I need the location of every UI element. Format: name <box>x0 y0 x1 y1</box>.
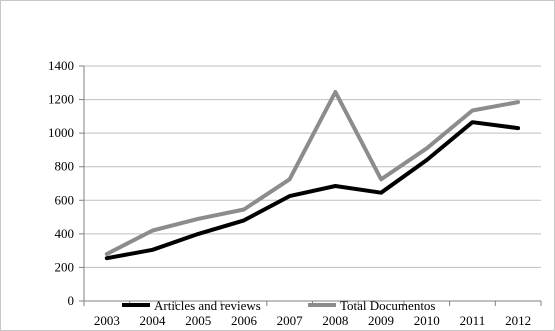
y-tick-label: 200 <box>55 259 75 274</box>
x-tick-label: 2009 <box>368 313 394 328</box>
series-line-articles-and-reviews <box>104 120 521 261</box>
y-tick-label: 1400 <box>48 58 74 73</box>
legend: Articles and reviews Total Documentos <box>122 298 436 313</box>
series-lines <box>104 90 521 261</box>
x-tick-label: 2007 <box>277 313 304 328</box>
grid-lines <box>84 65 541 268</box>
x-tick-label: 2008 <box>322 313 348 328</box>
y-tick-label: 0 <box>68 293 75 308</box>
axes <box>79 65 542 306</box>
y-tick-label: 800 <box>55 159 75 174</box>
x-axis-tick-labels: 2003 2004 2005 2006 2007 2008 2009 2010 2011 2012 <box>94 313 531 328</box>
y-tick-label: 400 <box>55 226 75 241</box>
x-tick-label: 2003 <box>94 313 120 328</box>
x-tick-label: 2006 <box>231 313 258 328</box>
x-tick-label: 2011 <box>460 313 486 328</box>
x-tick-label: 2005 <box>185 313 211 328</box>
legend-label: Articles and reviews <box>154 298 261 313</box>
y-tick-label: 1200 <box>48 92 74 107</box>
x-tick-label: 2010 <box>414 313 440 328</box>
x-tick-label: 2004 <box>140 313 167 328</box>
legend-label: Total Documentos <box>340 298 436 313</box>
y-tick-label: 600 <box>55 192 75 207</box>
series-line-total-documentos <box>104 90 521 256</box>
y-tick-label: 1000 <box>48 125 74 140</box>
x-tick-label: 2012 <box>505 313 531 328</box>
y-axis-tick-labels: 0 200 400 600 800 1000 1200 1400 <box>48 58 74 308</box>
